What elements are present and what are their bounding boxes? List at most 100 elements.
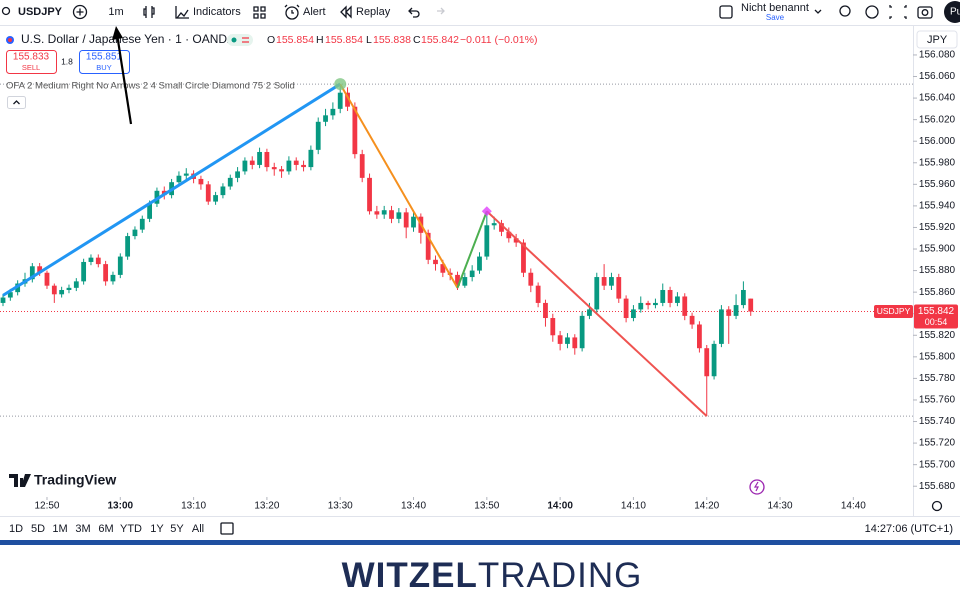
- axis-settings-icon[interactable]: [931, 500, 943, 512]
- brand-second: TRADING: [478, 556, 643, 595]
- candle-body: [645, 302, 651, 306]
- layout-checkbox[interactable]: [719, 5, 733, 19]
- sell-price[interactable]: 155.833: [13, 52, 50, 63]
- candle-body: [513, 238, 519, 243]
- indicators-button[interactable]: Indicators: [193, 6, 241, 18]
- indicators-icon[interactable]: [175, 6, 189, 19]
- candle-body: [59, 289, 65, 295]
- candle-body: [528, 272, 534, 286]
- replay-button[interactable]: Replay: [356, 6, 391, 18]
- candle-body: [367, 177, 372, 212]
- market-status: [227, 34, 253, 46]
- trend-line: [456, 210, 488, 289]
- range-button[interactable]: 5D: [31, 523, 45, 535]
- layout-name[interactable]: Nicht benannt: [741, 2, 809, 14]
- x-tick-label: 13:40: [401, 501, 426, 512]
- y-tick-label: 155.880: [919, 265, 956, 276]
- buy-button[interactable]: [79, 50, 130, 74]
- candle-body: [469, 270, 475, 278]
- candle-body: [623, 298, 629, 319]
- annotation-arrow: [115, 33, 133, 125]
- trend-line: [486, 210, 708, 417]
- open-value: 155.854: [276, 34, 314, 46]
- x-tick-label: 13:30: [328, 501, 353, 512]
- marker: [481, 206, 492, 217]
- candle-body: [88, 257, 94, 262]
- currency-box[interactable]: [916, 30, 958, 49]
- buy-price[interactable]: 155.851: [86, 52, 123, 63]
- range-button[interactable]: 1D: [9, 523, 23, 535]
- plus-icon: [76, 8, 84, 16]
- range-button[interactable]: 1M: [52, 523, 67, 535]
- collapse-button[interactable]: [7, 96, 26, 109]
- candle-body: [675, 296, 680, 303]
- candle-body: [704, 348, 710, 377]
- alert-button[interactable]: Alert: [303, 6, 326, 18]
- date-range-icon[interactable]: [220, 522, 234, 535]
- redo-icon[interactable]: [437, 7, 445, 15]
- chevron[interactable]: [814, 9, 822, 14]
- candle-body: [433, 259, 438, 265]
- candle-body: [594, 277, 600, 310]
- range-button[interactable]: All: [192, 523, 204, 535]
- candle-body: [286, 160, 292, 172]
- sell-button[interactable]: [6, 50, 57, 74]
- candle-body: [81, 261, 87, 282]
- range-button[interactable]: 3M: [75, 523, 90, 535]
- candle-body: [29, 266, 35, 280]
- candle-body: [139, 218, 145, 230]
- y-tick-label: 156.040: [919, 93, 956, 104]
- layout-icon[interactable]: [253, 6, 266, 19]
- y-tick-label: 155.940: [919, 201, 956, 212]
- fullscreen-icon[interactable]: [889, 5, 907, 19]
- toolbar: USDJPY 1m Indicators Alert Replay Nicht …: [0, 1, 960, 26]
- candle-body: [132, 229, 138, 237]
- candle-body: [374, 211, 380, 215]
- undo-icon[interactable]: [408, 7, 420, 18]
- candle-body: [462, 277, 468, 286]
- candle-body: [689, 315, 695, 325]
- add-symbol-button[interactable]: [72, 4, 88, 20]
- symbol[interactable]: USDJPY: [18, 6, 63, 18]
- save-label[interactable]: Save: [766, 13, 785, 22]
- candle-body: [345, 92, 350, 107]
- range-button[interactable]: 1Y: [150, 523, 164, 535]
- candle-body: [242, 160, 248, 172]
- range-button[interactable]: 5Y: [170, 523, 184, 535]
- quick-search-icon[interactable]: [839, 5, 851, 17]
- snapshot-icon[interactable]: [917, 6, 933, 19]
- candle-body: [7, 292, 13, 298]
- range-button[interactable]: 6M: [98, 523, 113, 535]
- buy-label[interactable]: BUY: [96, 63, 111, 72]
- candle-body: [638, 302, 644, 310]
- symbol-tag: [874, 305, 913, 319]
- candle-body: [506, 231, 512, 239]
- range-button[interactable]: YTD: [120, 523, 142, 535]
- currency[interactable]: JPY: [927, 34, 948, 46]
- candle-body: [44, 272, 50, 286]
- candle-body: [66, 287, 72, 290]
- replay-icon[interactable]: [340, 5, 352, 19]
- candle-body: [440, 264, 446, 273]
- search-icon[interactable]: [1, 6, 11, 16]
- y-tick-label: 156.000: [919, 136, 956, 147]
- candle-body: [0, 297, 6, 303]
- user-avatar[interactable]: [944, 1, 960, 23]
- candle-body: [499, 223, 504, 232]
- y-tick-label: 155.740: [919, 416, 956, 427]
- candle-body: [587, 309, 592, 316]
- x-tick-label: 14:00: [547, 501, 573, 512]
- candle-body: [579, 315, 585, 349]
- x-tick-label: 14:20: [694, 501, 719, 512]
- x-tick-label: 13:10: [181, 501, 206, 512]
- candle-body: [220, 186, 226, 196]
- settings-icon[interactable]: [865, 5, 879, 19]
- alert-icon[interactable]: [284, 4, 300, 20]
- chart-type-icon[interactable]: [143, 6, 155, 18]
- candle-body: [323, 115, 328, 122]
- sell-label[interactable]: SELL: [22, 63, 40, 72]
- candle-body: [411, 216, 416, 228]
- candle-body: [389, 210, 394, 219]
- interval[interactable]: 1m: [108, 6, 123, 18]
- x-tick-label: 13:00: [108, 501, 134, 512]
